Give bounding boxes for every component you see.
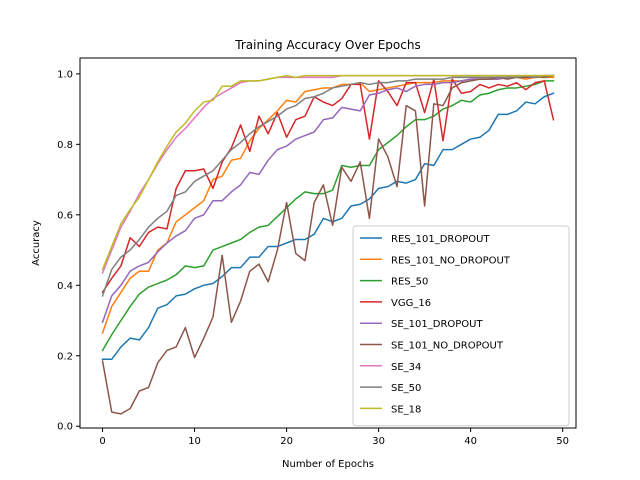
x-tick-label: 20 — [280, 436, 293, 447]
series-line-se-18 — [101, 74, 555, 271]
legend-label: RES_101_DROPOUT — [391, 234, 490, 245]
plot-frame — [79, 57, 577, 429]
x-axis-title: Number of Epochs — [282, 459, 374, 470]
series-layer — [101, 74, 555, 415]
x-tick-label: 40 — [464, 436, 477, 447]
series-line-vgg-16 — [101, 78, 555, 294]
legend-label: SE_50 — [391, 383, 421, 394]
legend: RES_101_DROPOUT RES_101_NO_DROPOUT RES_50 V… — [352, 225, 570, 427]
y-tick-label: 0.0 — [57, 422, 73, 433]
y-tick-label: 0.4 — [57, 281, 73, 292]
y-axis-title: Accuracy — [31, 220, 42, 266]
y-tick-label: 0.2 — [57, 351, 73, 362]
y-axis-ticks: 0.0 0.2 0.4 0.6 0.8 1.0 — [57, 69, 80, 433]
legend-label: SE_101_NO_DROPOUT — [391, 341, 504, 352]
legend-label: SE_101_DROPOUT — [391, 319, 483, 330]
y-tick-label: 0.8 — [57, 140, 73, 151]
series-line-se-101-no-dropout — [101, 74, 555, 415]
series-line-se-50 — [101, 74, 555, 297]
legend-box — [352, 225, 570, 427]
x-tick-label: 50 — [556, 436, 569, 447]
legend-label: RES_50 — [391, 277, 428, 288]
legend-label: RES_101_NO_DROPOUT — [391, 255, 511, 266]
y-tick-label: 1.0 — [57, 69, 73, 80]
legend-label: VGG_16 — [391, 298, 431, 309]
legend-label: SE_34 — [391, 362, 421, 373]
x-tick-label: 0 — [99, 436, 105, 447]
legend-label: SE_18 — [391, 404, 421, 415]
series-line-res-101-dropout — [101, 92, 555, 361]
x-tick-label: 10 — [188, 436, 201, 447]
x-axis-ticks: 0 10 20 30 40 50 — [99, 428, 569, 447]
chart-title: Training Accuracy Over Epochs — [234, 38, 420, 52]
series-line-res-50 — [101, 80, 555, 352]
y-tick-label: 0.6 — [57, 210, 73, 221]
x-tick-label: 30 — [372, 436, 385, 447]
